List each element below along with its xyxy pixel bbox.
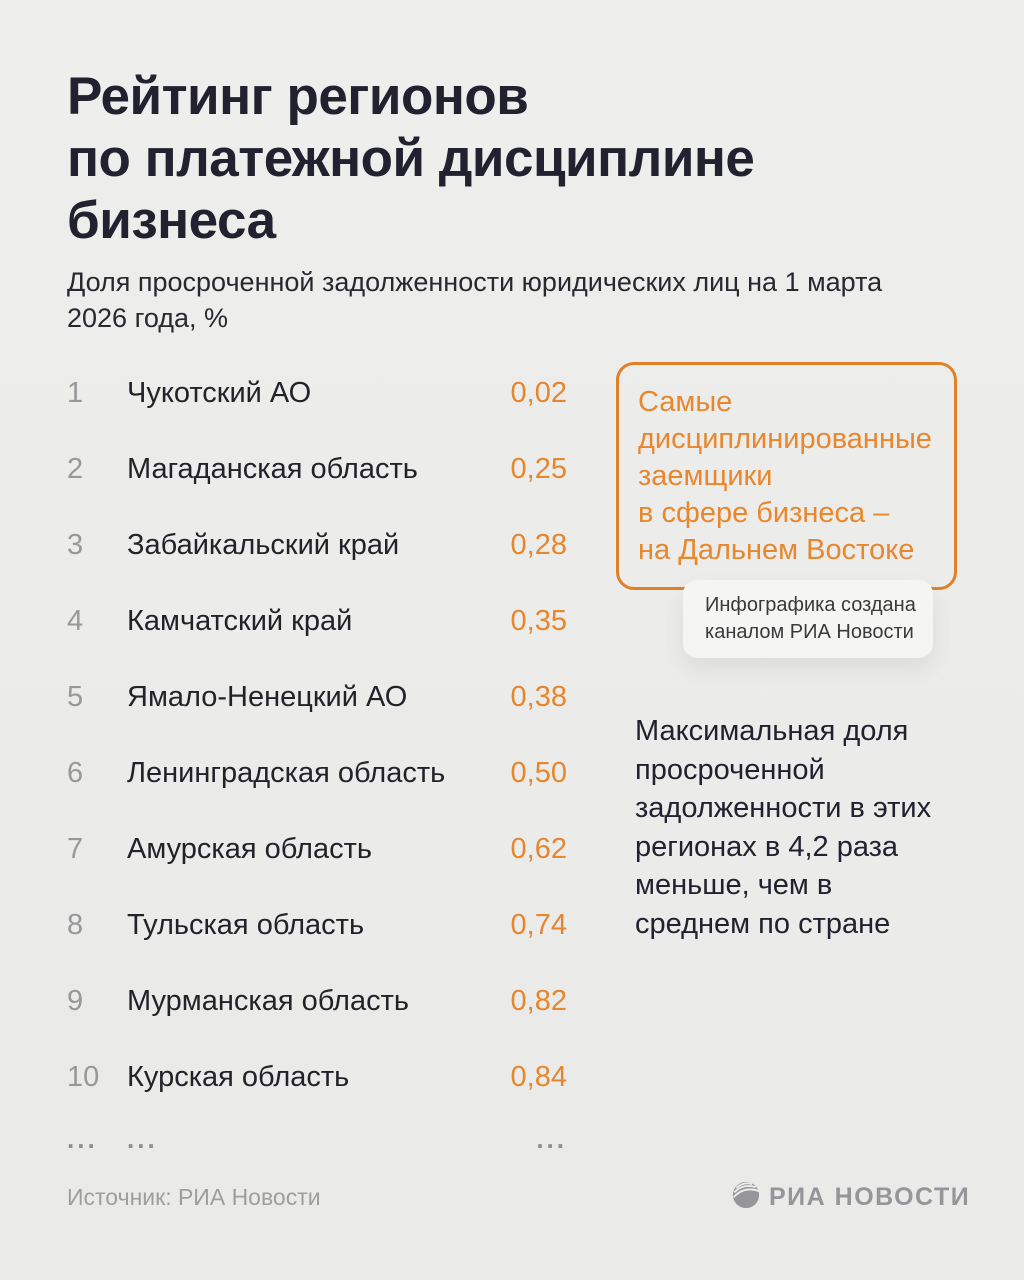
- table-row: 7 Амурская область 0,62: [67, 832, 567, 908]
- table-row: 6 Ленинградская область 0,50: [67, 756, 567, 832]
- row-region: Чукотский АО: [127, 377, 312, 409]
- row-value: 0,28: [510, 529, 567, 561]
- row-rank-ellipsis: ...: [67, 1124, 98, 1154]
- table-row: 4 Камчатский край 0,35: [67, 604, 567, 680]
- table-row: 8 Тульская область 0,74: [67, 908, 567, 984]
- row-rank: 1: [67, 377, 84, 409]
- row-value: 0,35: [510, 605, 567, 637]
- row-region-ellipsis: ...: [127, 1124, 158, 1154]
- comparison-note: Максимальная доля просроченной задолженн…: [635, 715, 932, 940]
- table-row: 3 Забайкальский край 0,28: [67, 528, 567, 604]
- row-rank: 5: [67, 681, 84, 713]
- brand-logo-text: РИА НОВОСТИ: [769, 1183, 971, 1211]
- credit-tooltip-text: Инфографика создана каналом РИА Новости: [705, 594, 916, 643]
- row-region: Забайкальский край: [127, 529, 400, 561]
- row-value: 0,25: [510, 453, 567, 485]
- page-subtitle: Доля просроченной задолженности юридичес…: [67, 267, 883, 333]
- table-row: 1 Чукотский АО 0,02: [67, 376, 567, 452]
- row-region: Ленинградская область: [127, 757, 446, 789]
- row-value-ellipsis: ...: [536, 1124, 567, 1154]
- row-rank: 10: [67, 1061, 100, 1093]
- row-region: Курская область: [127, 1061, 350, 1093]
- highlight-callout-box: Самые дисциплинированные заемщики в сфер…: [616, 362, 957, 590]
- row-rank: 6: [67, 757, 84, 789]
- row-region: Ямало-Ненецкий АО: [127, 681, 408, 713]
- row-value: 0,62: [510, 833, 567, 865]
- row-rank: 7: [67, 833, 84, 865]
- row-rank: 8: [67, 909, 84, 941]
- row-region: Магаданская область: [127, 453, 418, 485]
- table-row: 5 Ямало-Ненецкий АО 0,38: [67, 680, 567, 756]
- row-value: 0,50: [510, 757, 567, 789]
- ria-globe-icon: [732, 1181, 760, 1214]
- row-rank: 3: [67, 529, 84, 561]
- table-row-ellipsis: ... ... ...: [67, 1122, 567, 1166]
- credit-tooltip: Инфографика создана каналом РИА Новости: [683, 580, 933, 658]
- brand-logo: РИА НОВОСТИ: [732, 1181, 970, 1214]
- ranking-list: 1 Чукотский АО 0,02 2 Магаданская област…: [67, 376, 567, 1136]
- row-rank: 9: [67, 985, 84, 1017]
- row-value: 0,84: [510, 1061, 567, 1093]
- row-value: 0,38: [510, 681, 567, 713]
- row-value: 0,74: [510, 909, 567, 941]
- row-rank: 4: [67, 605, 84, 637]
- row-value: 0,02: [510, 377, 567, 409]
- row-region: Амурская область: [127, 833, 372, 865]
- row-region: Тульская область: [127, 909, 365, 941]
- ranking-ellipsis: ... ... ...: [67, 1122, 567, 1166]
- highlight-callout-text: Самые дисциплинированные заемщики в сфер…: [638, 386, 932, 566]
- table-row: 9 Мурманская область 0,82: [67, 984, 567, 1060]
- row-rank: 2: [67, 453, 84, 485]
- table-row: 10 Курская область 0,84: [67, 1060, 567, 1136]
- page-title: Рейтинг регионов по платежной дисциплине…: [67, 67, 755, 250]
- table-row: 2 Магаданская область 0,25: [67, 452, 567, 528]
- row-region: Камчатский край: [127, 605, 353, 637]
- row-value: 0,82: [510, 985, 567, 1017]
- row-region: Мурманская область: [127, 985, 409, 1017]
- source-label: Источник: РИА Новости: [67, 1184, 321, 1210]
